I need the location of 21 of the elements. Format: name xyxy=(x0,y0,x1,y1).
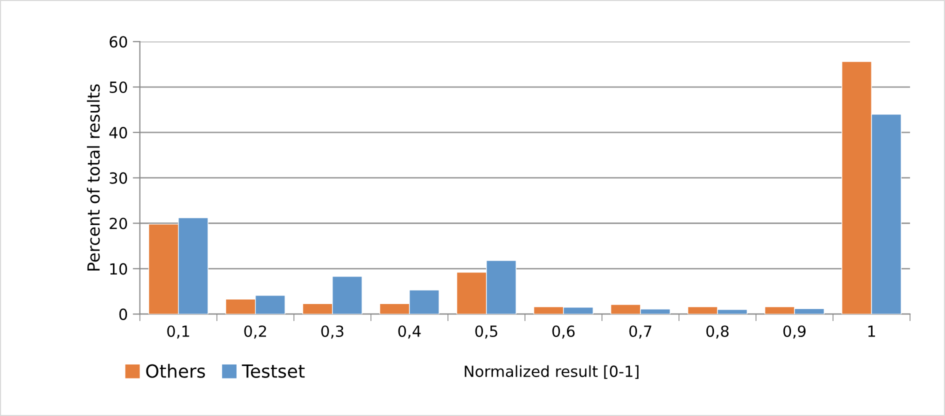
y-tick-label: 20 xyxy=(110,218,128,230)
x-tick-label: 0,4 xyxy=(398,325,421,339)
y-tick-label: 50 xyxy=(110,81,128,94)
y-tick-label: 60 xyxy=(110,36,128,48)
x-tick-label: 0,1 xyxy=(167,325,190,339)
x-tick-label: 0,3 xyxy=(321,325,344,339)
x-tick-label: 0,5 xyxy=(475,325,498,339)
x-tick-label: 1 xyxy=(868,326,875,337)
x-tick-label: 0,6 xyxy=(552,325,575,339)
x-axis-title: Normalized result [0-1] xyxy=(464,365,638,379)
y-tick-label: 30 xyxy=(110,172,128,184)
y-tick-label: 0 xyxy=(119,308,128,320)
x-tick-label: 0,9 xyxy=(783,325,806,339)
y-axis-title: Percent of total results xyxy=(86,84,100,270)
x-tick-label: 0,8 xyxy=(706,325,729,339)
x-tick-label: 0,2 xyxy=(244,325,266,339)
x-tick-label: 0,7 xyxy=(629,325,652,339)
legend-label: Testset xyxy=(242,364,305,378)
legend-label: Others xyxy=(146,364,205,378)
y-tick-label: 40 xyxy=(109,126,128,138)
y-tick-label: 10 xyxy=(110,263,128,275)
